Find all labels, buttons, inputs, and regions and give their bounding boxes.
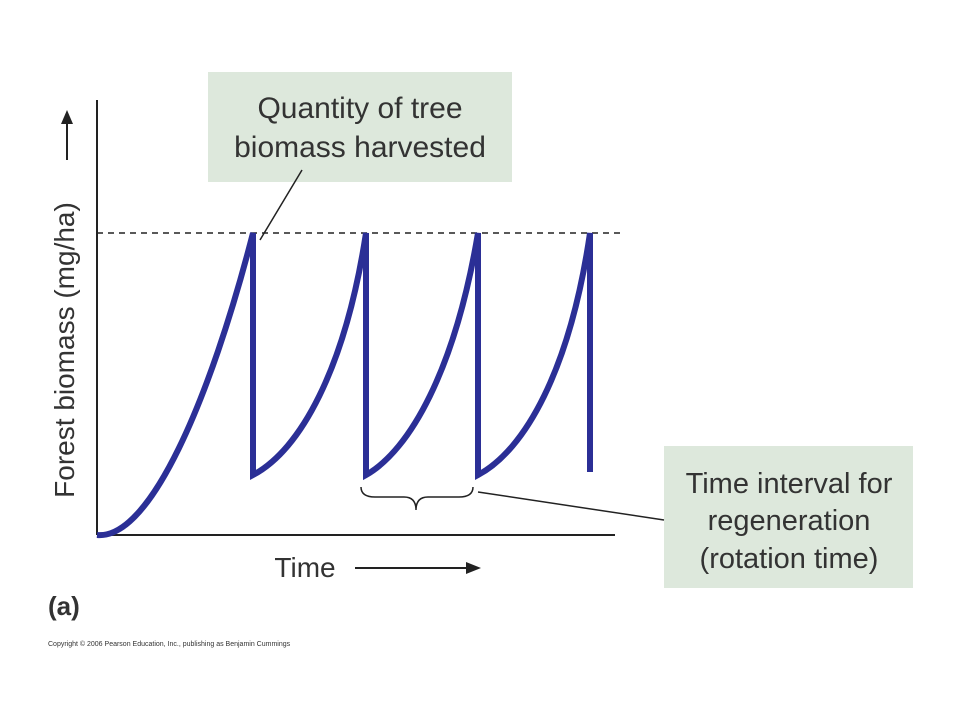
x-axis-label: Time	[274, 552, 335, 583]
interval-brace	[360, 486, 474, 511]
y-arrow-head	[61, 110, 73, 124]
leader-line	[477, 491, 665, 521]
biomass-curve	[96, 232, 593, 539]
leader-line	[259, 169, 303, 241]
x-arrow-head	[466, 562, 481, 574]
annotation-text: regeneration	[708, 505, 871, 537]
y-axis-label: Forest biomass (mg/ha)	[49, 202, 80, 498]
panel-label: (a)	[48, 591, 80, 621]
annotation-text: Time interval for	[686, 468, 893, 500]
annotation-box	[664, 446, 913, 588]
annotation-text: Quantity of tree	[257, 92, 462, 125]
annotation-box	[208, 72, 512, 182]
annotation-text: biomass harvested	[234, 131, 486, 164]
annotation-text: (rotation time)	[700, 543, 879, 575]
copyright: Copyright © 2006 Pearson Education, Inc.…	[48, 640, 291, 648]
